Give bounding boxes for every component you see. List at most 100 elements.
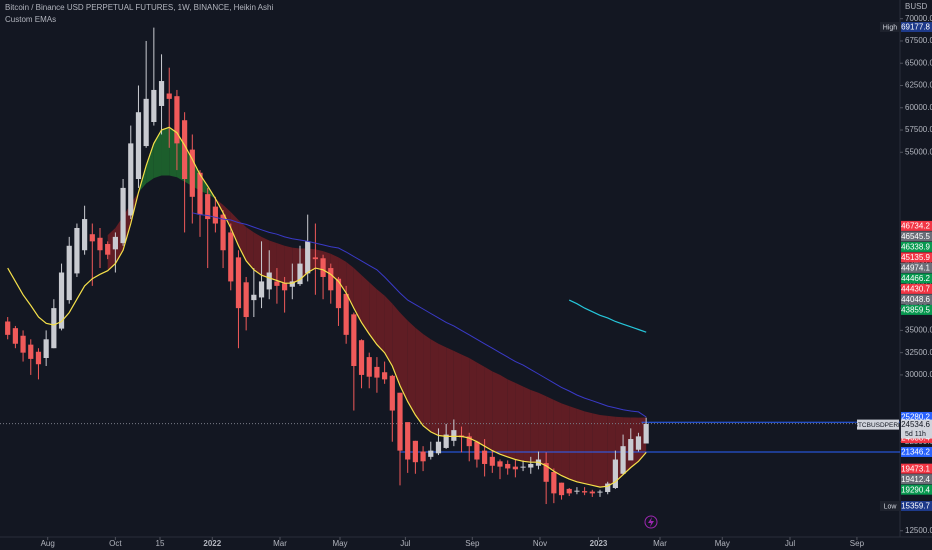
candle-body <box>443 434 449 448</box>
x-tick-label: 15 <box>156 539 165 548</box>
candle-body <box>397 392 403 451</box>
candle-body <box>574 490 580 492</box>
candle-body <box>197 172 203 215</box>
price-label: 43859.5 <box>901 306 930 315</box>
countdown: 5d 11h <box>905 431 926 438</box>
ema-cloud <box>269 240 277 281</box>
ema-cloud <box>576 408 585 484</box>
candle-body <box>420 451 426 462</box>
ema-cloud <box>484 366 493 451</box>
candle-body <box>620 446 626 474</box>
x-tick-label: Mar <box>653 539 667 548</box>
price-label-box <box>901 231 932 242</box>
x-tick-label: Sep <box>850 539 865 548</box>
candle-body <box>43 339 49 358</box>
indicator-name: Custom EMAs <box>5 15 56 24</box>
candle-body <box>212 206 218 224</box>
candle-body <box>343 293 349 335</box>
candle-body <box>451 430 457 441</box>
extreme-price-box <box>901 22 932 32</box>
candle-body <box>597 491 603 493</box>
extreme-price: 69177.8 <box>901 23 930 32</box>
candle-body <box>266 272 272 290</box>
ema-cloud <box>584 411 593 486</box>
ema-cloud <box>238 219 247 261</box>
price-label-box <box>901 241 932 252</box>
candle-body <box>105 244 111 255</box>
axes: 70000.0 67500.0 65000.0 62500.0 60000.0 57500… <box>41 14 932 548</box>
price-label: 44974.1 <box>901 264 930 273</box>
price-label: 25280.2 <box>901 413 930 422</box>
ema-cloud <box>553 399 562 476</box>
candle-body <box>235 257 242 309</box>
candle-body <box>205 194 211 220</box>
x-tick-label: Sep <box>465 539 480 548</box>
chart-title: Bitcoin / Binance USD PERPETUAL FUTURES,… <box>5 3 273 12</box>
ema-fast-line <box>7 126 647 488</box>
candle-body <box>297 263 303 285</box>
ema-cloud <box>361 275 370 334</box>
ema-cloud <box>492 371 500 455</box>
candle-body <box>5 321 11 335</box>
x-tick-label: 2023 <box>590 539 608 548</box>
price-label: 45135.9 <box>901 253 930 262</box>
price-label-box <box>901 484 932 495</box>
y-tick-label: 70000.0 <box>905 14 932 23</box>
candle-body <box>12 328 18 344</box>
candle-body <box>312 257 318 260</box>
price-label-box <box>901 463 932 474</box>
last-price: 24534.6 <box>901 420 930 429</box>
candle-body <box>382 372 388 380</box>
ema-long-line <box>192 212 647 418</box>
extreme-tag: High <box>883 24 898 31</box>
ema-cloud <box>430 339 439 436</box>
candle-body <box>412 440 418 463</box>
price-label: 19473.1 <box>901 464 930 473</box>
ema-cloud <box>592 413 600 488</box>
extreme-tag-box <box>880 22 900 32</box>
candle-body <box>497 461 503 467</box>
price-label-box <box>901 294 932 305</box>
candle-body <box>428 450 434 457</box>
y-tick-label: 60000.0 <box>905 103 932 112</box>
x-tick-label: Jul <box>785 539 795 548</box>
candle-body <box>489 456 495 466</box>
y-tick-label: 32500.0 <box>905 348 932 357</box>
candle-body <box>97 237 103 251</box>
ema-cloud <box>507 379 516 460</box>
candle-body <box>605 483 611 493</box>
ema-cloud <box>153 130 162 179</box>
ema-cloud <box>500 374 508 457</box>
ema-cloud <box>376 289 385 353</box>
candle-body <box>135 112 142 179</box>
x-tick-label: Mar <box>273 539 287 548</box>
candle-body <box>566 488 572 494</box>
ema-cloud <box>515 382 524 462</box>
ema-cloud <box>423 333 431 432</box>
price-label: 44430.7 <box>901 285 930 294</box>
candle-body <box>258 281 265 298</box>
ema-cloud <box>407 320 416 415</box>
candle-body <box>551 471 557 494</box>
price-label-box <box>901 262 932 273</box>
extreme-tag-box <box>880 501 900 511</box>
candle-body <box>482 450 488 464</box>
price-label: 19290.4 <box>901 485 930 494</box>
symbol-tag: BTCBUSDPERP <box>854 422 903 429</box>
candle-body <box>282 283 288 291</box>
ema-cloud <box>561 403 570 480</box>
ema-cloud <box>530 390 539 463</box>
candle-body <box>543 463 549 482</box>
candle-body <box>128 143 134 216</box>
x-tick-label: Aug <box>41 539 55 548</box>
symbol-tag-box <box>857 419 899 430</box>
candle-body <box>182 120 188 179</box>
candle-body <box>582 491 588 493</box>
candle-body <box>243 282 249 318</box>
candle-body <box>435 441 442 454</box>
ema-cloud <box>276 243 285 284</box>
replay-icon[interactable] <box>644 515 658 529</box>
candle-body <box>589 491 595 494</box>
